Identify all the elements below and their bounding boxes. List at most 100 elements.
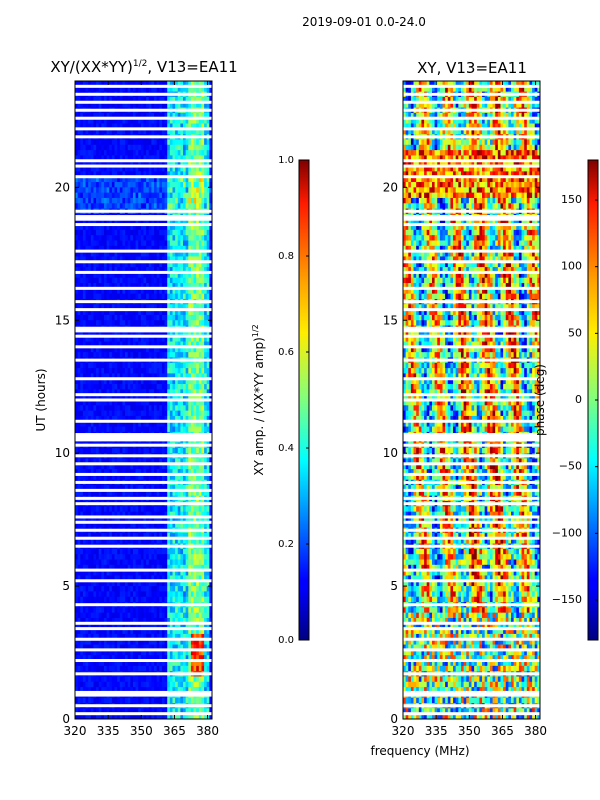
heatmap-cell	[180, 400, 184, 406]
heatmap-cell	[85, 458, 89, 465]
heatmap-cell	[106, 485, 110, 491]
heatmap-cell	[96, 118, 100, 124]
heatmap-cell	[127, 150, 131, 156]
heatmap-cell	[132, 256, 136, 263]
heatmap-cell	[143, 320, 147, 326]
heatmap-cell	[198, 245, 202, 252]
heatmap-cell	[188, 293, 192, 300]
heatmap-cell	[82, 394, 86, 401]
heatmap-cell	[88, 187, 92, 194]
heatmap-cell	[164, 400, 168, 406]
heatmap-cell	[183, 176, 187, 183]
heatmap-cell	[122, 389, 126, 396]
heatmap-cell	[180, 362, 184, 369]
heatmap-cell	[193, 378, 197, 385]
heatmap-cell	[148, 309, 152, 316]
heatmap-cell	[159, 176, 163, 183]
heatmap-cell	[209, 506, 212, 513]
heatmap-cell	[103, 346, 108, 353]
heatmap-cell	[127, 330, 131, 337]
heatmap-cell	[119, 485, 123, 491]
heatmap-cell	[148, 415, 152, 422]
heatmap-cell	[169, 235, 173, 241]
heatmap-cell	[101, 283, 105, 289]
heatmap-cell	[93, 415, 97, 422]
heatmap-cell	[75, 511, 79, 518]
heatmap-cell	[190, 586, 194, 592]
heatmap-cell	[114, 575, 118, 582]
heatmap-cell	[77, 389, 81, 396]
heatmap-cell	[172, 293, 176, 300]
heatmap-cell	[172, 362, 176, 369]
heatmap-cell	[127, 474, 131, 481]
heatmap-cell	[143, 102, 147, 108]
heatmap-cell	[111, 410, 115, 417]
heatmap-cell	[111, 197, 115, 204]
heatmap-cell	[106, 224, 110, 231]
heatmap-cell	[148, 378, 152, 385]
heatmap-cell	[175, 506, 179, 513]
heatmap-cell	[151, 352, 155, 358]
heatmap-cell	[164, 272, 168, 279]
heatmap-cell	[177, 378, 181, 385]
heatmap-cell	[169, 123, 173, 130]
heatmap-cell	[146, 538, 150, 544]
heatmap-cell	[90, 575, 94, 582]
heatmap-cell	[190, 538, 194, 544]
heatmap-cell	[143, 96, 147, 103]
heatmap-cell	[130, 283, 134, 289]
heatmap-cell	[80, 447, 84, 454]
heatmap-cell	[167, 384, 171, 390]
heatmap-cell	[90, 511, 94, 518]
heatmap-cell	[138, 532, 142, 539]
heatmap-cell	[172, 171, 176, 178]
heatmap-cell	[154, 447, 158, 454]
heatmap-cell	[188, 570, 192, 576]
heatmap-cell	[154, 469, 158, 475]
heatmap-cell	[130, 346, 134, 353]
heatmap-cell	[177, 288, 181, 295]
heatmap-cell	[193, 463, 197, 470]
heatmap-cell	[127, 240, 131, 247]
heatmap-cell	[159, 277, 163, 284]
heatmap-cell	[183, 96, 187, 103]
heatmap-cell	[151, 123, 155, 130]
heatmap-cell	[159, 394, 163, 401]
heatmap-cell	[80, 283, 84, 289]
heatmap-cell	[90, 394, 94, 401]
heatmap-cell	[127, 522, 131, 528]
heatmap-cell	[156, 384, 160, 390]
heatmap-cell	[164, 128, 168, 135]
heatmap-cell	[111, 283, 115, 289]
heatmap-cell	[106, 405, 110, 412]
heatmap-cell	[106, 277, 110, 284]
heatmap-cell	[209, 118, 212, 124]
heatmap-cell	[190, 144, 194, 151]
heatmap-cell	[98, 570, 102, 576]
heatmap-cell	[164, 352, 168, 358]
heatmap-cell	[98, 564, 102, 571]
heatmap-cell	[146, 580, 150, 587]
heatmap-cell	[193, 128, 197, 135]
heatmap-cell	[88, 102, 92, 108]
heatmap-cell	[77, 166, 81, 172]
heatmap-cell	[175, 394, 179, 401]
heatmap-cell	[183, 458, 187, 465]
heatmap-cell	[164, 506, 168, 513]
heatmap-cell	[204, 346, 208, 353]
heatmap-cell	[183, 400, 187, 406]
heatmap-cell	[146, 378, 150, 385]
heatmap-cell	[180, 341, 184, 348]
heatmap-cell	[156, 166, 160, 172]
heatmap-cell	[175, 320, 179, 326]
heatmap-cell	[188, 554, 192, 560]
heatmap-cell	[148, 580, 152, 587]
heatmap-cell	[146, 81, 150, 87]
heatmap-cell	[80, 81, 84, 87]
heatmap-cell	[196, 554, 200, 560]
heatmap-cell	[161, 548, 165, 555]
heatmap-cell	[111, 251, 115, 257]
heatmap-cell	[138, 235, 142, 241]
heatmap-cell	[196, 251, 200, 257]
heatmap-cell	[75, 346, 79, 353]
